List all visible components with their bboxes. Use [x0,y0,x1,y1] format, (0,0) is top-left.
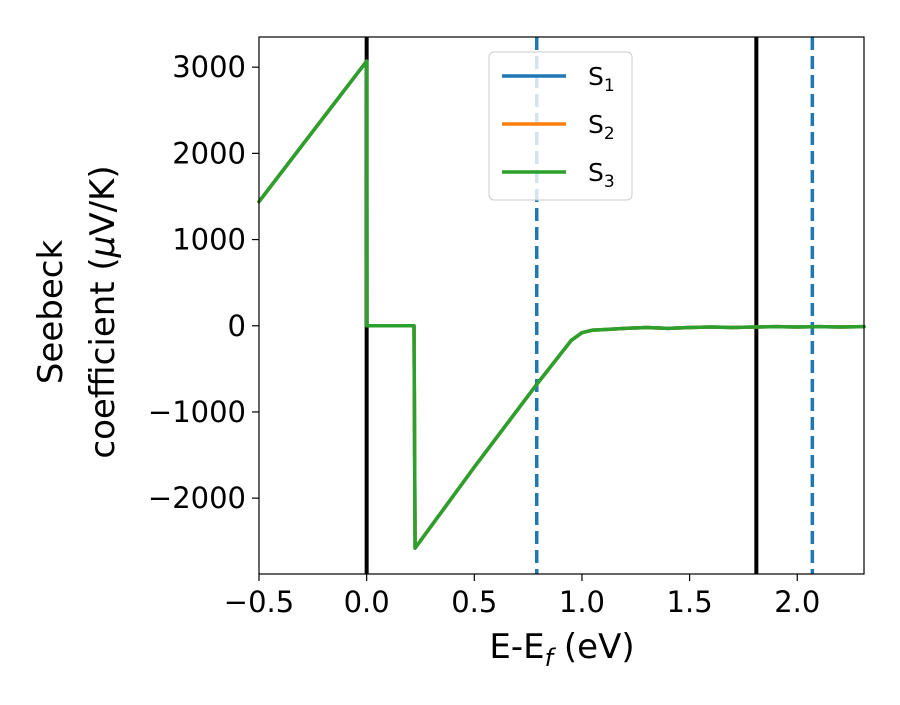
legend-label-s2: S2 [588,110,615,144]
series-line-s3 [257,59,866,550]
y-tick-label: 2000 [172,136,246,170]
y-tick-label: 3000 [172,50,246,84]
plot-frame [258,36,865,575]
legend-label-s1: S1 [588,62,615,96]
data-series [257,59,866,550]
y-axis-label-line2-pre: coefficient ( [83,257,123,458]
x-axis-ticks: −0.5 0.0 0.5 1.0 1.5 2.0 [224,574,820,619]
x-tick-label: 0.5 [451,585,497,619]
x-axis-label: E-Ef (eV) [489,627,634,672]
y-tick-label: −2000 [148,481,246,515]
legend: S1 S2 S3 [488,51,633,201]
x-axis-label-main: E-E [489,627,544,667]
legend-label-s3: S3 [588,158,615,192]
x-tick-label: 0.0 [344,585,390,619]
legend-items: S1 S2 S3 [502,62,615,192]
y-axis-label-line2-post: V/K) [83,165,123,235]
x-tick-label: 1.5 [667,585,713,619]
y-tick-label: 0 [228,309,246,343]
y-tick-label: 1000 [172,223,246,257]
y-axis-label-line1: Seebeck [31,240,71,385]
y-axis-label-line2: coefficient (μV/K) [83,165,123,458]
x-tick-label: −0.5 [224,585,294,619]
y-axis-label-mu: μ [83,236,123,259]
legend-box [488,51,633,201]
x-tick-label: 2.0 [774,585,820,619]
y-axis-ticks: −2000 −1000 0 1000 2000 3000 [148,50,259,515]
x-tick-label: 1.0 [559,585,605,619]
y-axis-label: Seebeck coefficient (μV/K) [31,165,123,458]
y-tick-label: −1000 [148,395,246,429]
x-axis-label-tail: (eV) [553,627,635,667]
